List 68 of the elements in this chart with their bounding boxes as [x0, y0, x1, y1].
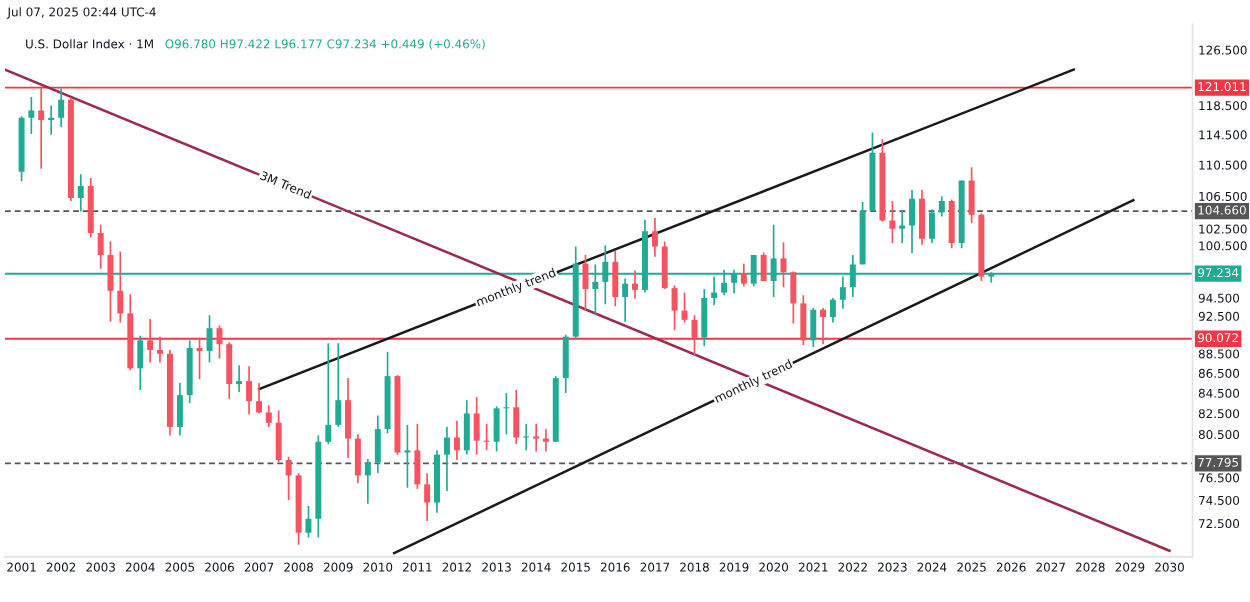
candlestick	[473, 396, 480, 456]
candlestick	[632, 269, 638, 300]
candlestick	[87, 177, 94, 239]
candlestick	[354, 433, 361, 485]
candlestick	[651, 217, 658, 258]
candlestick	[889, 200, 896, 244]
candlestick	[899, 209, 906, 244]
candlestick	[829, 297, 836, 324]
candlestick	[285, 455, 292, 502]
candlestick	[453, 419, 460, 461]
candlestick	[493, 405, 500, 453]
candlestick	[760, 251, 767, 282]
candlestick	[443, 426, 450, 492]
candlestick	[137, 334, 144, 391]
candlestick	[256, 382, 263, 415]
candlestick	[612, 249, 619, 307]
candlestick	[325, 342, 332, 445]
candlestick	[335, 342, 342, 428]
candlestick	[414, 422, 421, 490]
candlestick	[542, 428, 549, 453]
candlestick	[909, 189, 915, 255]
candlestick	[345, 377, 351, 459]
candlestick	[968, 166, 975, 224]
candlestick	[404, 424, 411, 489]
candlestick	[147, 318, 154, 364]
candlestick	[28, 96, 35, 135]
candlestick	[157, 335, 163, 364]
candlestick	[196, 336, 203, 380]
candlestick	[562, 333, 569, 394]
candlestick	[97, 223, 104, 270]
candlestick	[671, 284, 678, 331]
candlestick	[364, 458, 371, 505]
candlestick	[740, 262, 747, 288]
candlestick	[236, 364, 243, 393]
candlestick	[582, 254, 589, 312]
candlestick	[275, 409, 282, 464]
candlestick	[820, 307, 827, 346]
candlestick	[246, 365, 253, 416]
candlestick	[503, 392, 510, 436]
candlestick	[434, 449, 440, 514]
candlestick	[533, 422, 540, 453]
candlestick	[483, 422, 490, 452]
candlestick	[661, 240, 668, 290]
candlestick	[948, 198, 955, 249]
candlestick	[265, 404, 272, 428]
candlestick	[374, 414, 381, 475]
candlestick	[186, 339, 193, 405]
candlestick	[800, 294, 807, 346]
candlestick	[176, 382, 183, 437]
candlestick	[701, 288, 708, 347]
candlestick	[77, 173, 84, 213]
candlestick	[790, 270, 797, 325]
candlestick	[513, 389, 520, 445]
candlestick	[305, 505, 312, 539]
candlestick	[523, 422, 530, 452]
candlestick	[38, 86, 45, 170]
candlestick	[928, 208, 935, 244]
candlestick	[48, 104, 55, 136]
candlestick	[424, 472, 431, 522]
candlestick	[919, 189, 925, 246]
candlestick	[463, 399, 470, 456]
candlestick	[226, 341, 233, 400]
candlestick	[681, 291, 688, 324]
candlestick	[58, 87, 65, 129]
candlestick	[117, 250, 124, 324]
candlestick	[107, 240, 114, 323]
candlestick	[810, 307, 817, 348]
candlestick	[938, 195, 945, 218]
